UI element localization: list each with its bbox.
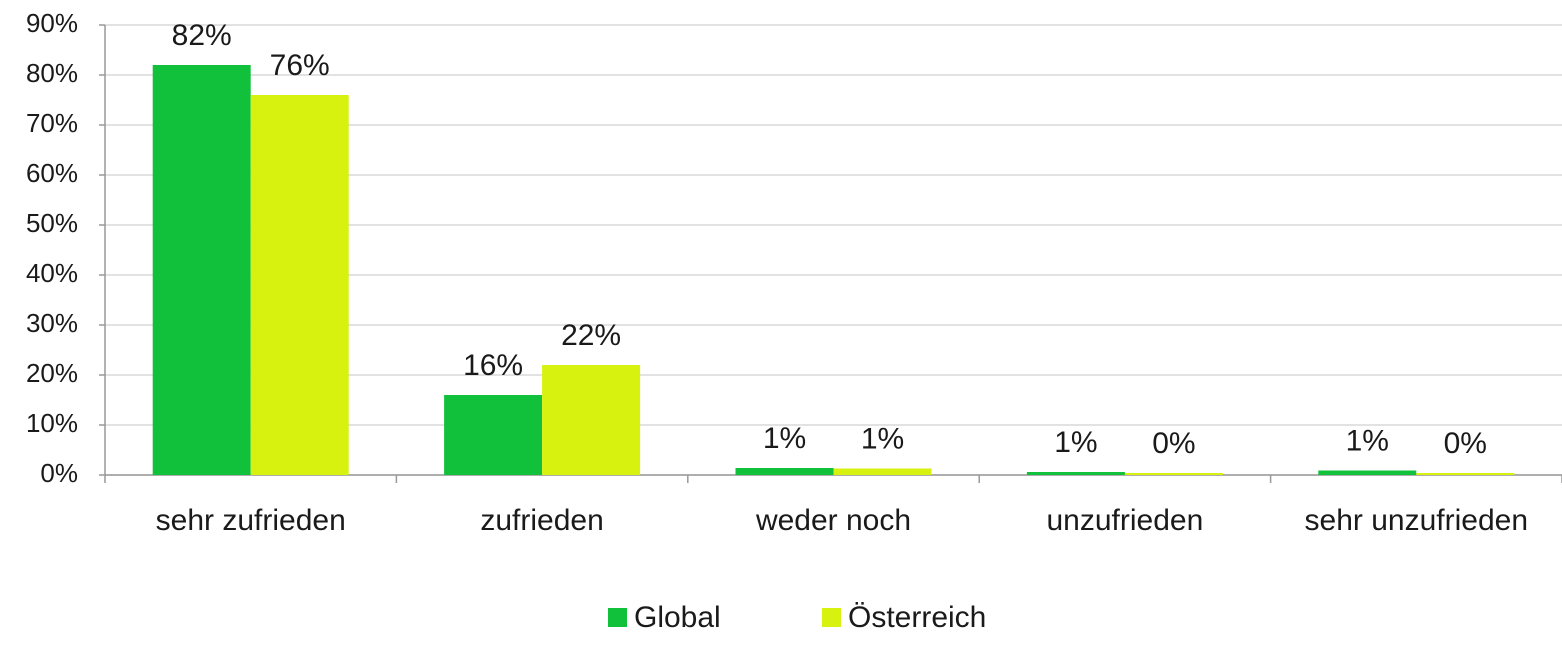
legend-swatch xyxy=(822,608,841,627)
x-tick-label: unzufrieden xyxy=(1047,504,1204,537)
y-tick-label: 30% xyxy=(26,308,78,338)
y-tick-label: 50% xyxy=(26,208,78,238)
value-label: 1% xyxy=(861,422,904,455)
y-tick-label: 10% xyxy=(26,408,78,438)
bar xyxy=(1318,470,1417,475)
legend-swatch xyxy=(608,608,627,627)
x-tick-label: weder noch xyxy=(755,504,911,537)
y-tick-label: 0% xyxy=(40,458,78,488)
value-label: 16% xyxy=(463,349,523,382)
bar xyxy=(1124,473,1223,475)
value-label: 1% xyxy=(1054,426,1097,459)
value-label: 82% xyxy=(172,19,232,52)
y-tick-label: 60% xyxy=(26,158,78,188)
bar xyxy=(444,395,543,475)
legend-label: Global xyxy=(634,601,721,634)
value-label: 1% xyxy=(1346,424,1389,457)
x-tick-label: zufrieden xyxy=(480,504,603,537)
bar xyxy=(735,468,834,475)
bar xyxy=(833,468,932,475)
value-label: 1% xyxy=(763,422,806,455)
value-label: 22% xyxy=(561,319,621,352)
value-label: 0% xyxy=(1152,427,1195,460)
value-label: 76% xyxy=(270,49,330,82)
y-tick-label: 90% xyxy=(26,8,78,38)
bar xyxy=(152,65,251,475)
y-tick-label: 70% xyxy=(26,108,78,138)
bar xyxy=(542,365,641,475)
bar xyxy=(1416,473,1515,475)
x-tick-label: sehr zufrieden xyxy=(156,504,346,537)
y-tick-label: 80% xyxy=(26,58,78,88)
y-tick-label: 40% xyxy=(26,258,78,288)
bar xyxy=(250,95,349,475)
value-label: 0% xyxy=(1444,427,1487,460)
y-tick-label: 20% xyxy=(26,358,78,388)
bar xyxy=(1026,472,1125,475)
legend-label: Österreich xyxy=(848,601,986,634)
x-tick-label: sehr unzufrieden xyxy=(1305,504,1528,537)
